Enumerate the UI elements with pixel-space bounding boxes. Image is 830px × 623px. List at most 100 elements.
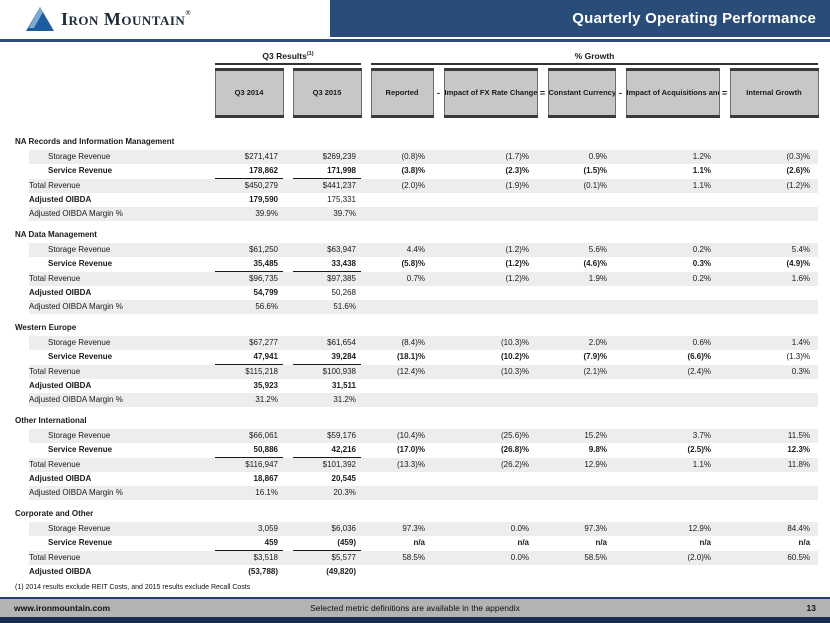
row-label: Storage Revenue <box>15 522 215 536</box>
value-cell: $450,279 <box>215 178 283 193</box>
value-cell <box>626 286 719 300</box>
value-cell: 18,867 <box>253 474 278 483</box>
value-cell: 0.3% <box>730 364 819 379</box>
page-number: 13 <box>806 603 816 613</box>
row-label: Adjusted OIBDA <box>29 474 92 483</box>
value-cell: 9.8% <box>588 445 607 455</box>
table-row: Storage Revenue $66,061 $59,176 (10.4)% (25.… <box>15 429 819 443</box>
value-cell <box>444 393 537 407</box>
value-cell: 4.4% <box>371 243 433 257</box>
value-cell: (13.3)% <box>371 457 433 472</box>
value-cell <box>371 379 433 393</box>
section-header-row: Other International <box>15 407 818 429</box>
col-header-internal-growth: Internal Growth <box>729 68 819 118</box>
row-label: Service Revenue <box>48 352 113 362</box>
value-cell: 33,438 <box>293 257 361 272</box>
row-label: Storage Revenue <box>15 336 215 350</box>
value-cell: $115,218 <box>215 364 283 379</box>
value-cell: 31.2% <box>293 393 361 407</box>
value-cell: 42,216 <box>293 443 361 458</box>
value-cell <box>730 472 818 486</box>
footnote: (1) 2014 results exclude REIT Costs, and… <box>15 584 251 591</box>
value-cell: $97,385 <box>293 271 361 286</box>
value-cell: $66,061 <box>215 429 283 443</box>
value-cell: 20.3% <box>293 486 361 500</box>
row-label: Storage Revenue <box>15 429 215 443</box>
value-cell <box>444 486 537 500</box>
value-cell: 0.0% <box>444 550 537 565</box>
page-title: Quarterly Operating Performance <box>572 10 816 27</box>
value-cell: (26.2)% <box>444 457 537 472</box>
row-label: Storage Revenue <box>15 243 215 257</box>
row-label: Service Revenue <box>48 166 113 176</box>
value-cell: 178,862 <box>215 164 283 179</box>
section-header-row: Corporate and Other <box>15 500 818 522</box>
value-cell <box>444 379 537 393</box>
value-cell: (12.4)% <box>371 364 433 379</box>
value-cell: $67,277 <box>215 336 283 350</box>
value-cell <box>730 300 819 314</box>
value-cell: (4.9)% <box>786 259 811 269</box>
row-label: Adjusted OIBDA Margin % <box>15 393 215 407</box>
slide-header: Iron Mountain® Quarterly Operating Perfo… <box>0 0 830 37</box>
value-cell: (3.8)% <box>401 166 425 176</box>
value-cell: $6,036 <box>293 522 361 536</box>
value-cell <box>371 300 433 314</box>
value-cell: (1.9)% <box>444 178 537 193</box>
table-row: Adjusted OIBDA Margin % 31.2% 31.2% <box>15 393 819 407</box>
value-cell <box>371 565 433 579</box>
value-cell: 1.1% <box>626 457 719 472</box>
value-cell: (0.3)% <box>730 150 819 164</box>
value-cell: (1.2)% <box>730 178 819 193</box>
value-cell: 97.3% <box>548 522 615 536</box>
value-cell: (2.6)% <box>786 166 811 176</box>
value-cell: 1.1% <box>626 178 719 193</box>
value-cell: (1.5)% <box>583 166 607 176</box>
footer-note: Selected metric definitions are availabl… <box>310 603 520 613</box>
value-cell <box>444 300 537 314</box>
value-cell <box>548 300 615 314</box>
slide-title-bar: Quarterly Operating Performance <box>330 0 830 37</box>
value-cell: $3,518 <box>215 550 283 565</box>
value-cell: 12.9% <box>626 522 719 536</box>
website-link[interactable]: www.ironmountain.com <box>14 603 111 613</box>
value-cell: (1.2)% <box>444 243 537 257</box>
group-header-q3-results: Q3 Results(1) <box>215 51 361 65</box>
table-row: Service Revenue 47,941 39,284 (18.1)% (10.2)… <box>15 350 818 365</box>
value-cell <box>548 286 615 300</box>
value-cell: (25.6)% <box>444 429 537 443</box>
footer-bottom-bar <box>0 617 830 623</box>
value-cell <box>626 379 719 393</box>
table-row: Adjusted OIBDA Margin % 39.9% 39.7% <box>15 207 819 221</box>
value-cell: 0.6% <box>626 336 719 350</box>
value-cell: n/a <box>517 538 529 548</box>
value-cell: 0.7% <box>371 271 433 286</box>
row-label: Total Revenue <box>15 457 215 472</box>
table-row: Adjusted OIBDA 179,590 175,331 <box>15 193 818 207</box>
col-header-acquisitions-impact: Impact of Acquisitions and Dispositions <box>625 68 720 118</box>
value-cell: (2.1)% <box>548 364 615 379</box>
value-cell <box>444 472 537 486</box>
row-label: Adjusted OIBDA <box>29 567 92 576</box>
operator-equals: = <box>539 88 546 98</box>
value-cell: $61,250 <box>215 243 283 257</box>
value-cell: 5.6% <box>548 243 615 257</box>
value-cell <box>548 379 615 393</box>
operator-equals: = <box>721 88 728 98</box>
value-cell: 459 <box>215 536 283 551</box>
col-header-fx-impact: Impact of FX Rate Changes and Adjustment… <box>443 68 538 118</box>
row-label: Adjusted OIBDA Margin % <box>15 207 215 221</box>
section-header-row: NA Records and Information Management <box>15 128 818 150</box>
value-cell: 31.2% <box>215 393 283 407</box>
value-cell: $271,417 <box>215 150 283 164</box>
row-label: Total Revenue <box>15 178 215 193</box>
value-cell: 56.6% <box>215 300 283 314</box>
value-cell <box>730 286 818 300</box>
value-cell <box>730 207 819 221</box>
value-cell: (18.1)% <box>396 352 425 362</box>
value-cell: 20,545 <box>331 474 356 483</box>
value-cell: 97.3% <box>371 522 433 536</box>
value-cell: 0.2% <box>626 243 719 257</box>
value-cell: 0.3% <box>692 259 711 269</box>
value-cell: $116,947 <box>215 457 283 472</box>
